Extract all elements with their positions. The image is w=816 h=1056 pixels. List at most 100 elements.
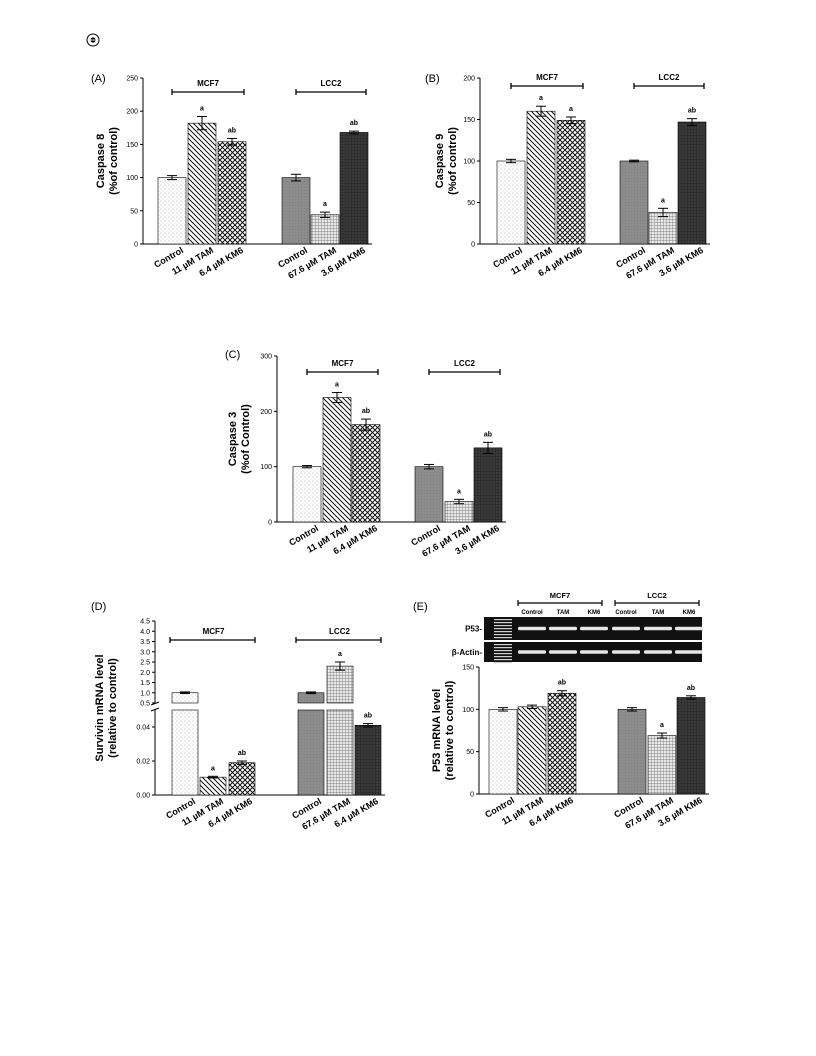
gel-band (549, 650, 577, 654)
panel-label-d: (D) (91, 601, 107, 613)
gel-group-label: MCF7 (550, 591, 570, 600)
y-axis-label-line: P53 mRNA level (431, 689, 443, 772)
significance-label: ab (687, 685, 695, 692)
gel-band (518, 626, 546, 631)
group-label: MCF7 (197, 79, 219, 88)
gel-lane-label: KM6 (588, 610, 601, 616)
significance-label: ab (558, 680, 566, 687)
bar (228, 762, 256, 796)
y-axis-label: Caspase 8(%of control) (95, 127, 120, 195)
significance-label: ab (364, 713, 372, 720)
gel-ladder-band (494, 656, 512, 658)
gel-band (612, 650, 640, 654)
bar (473, 447, 503, 523)
gel-ladder-band (494, 634, 512, 636)
gel-ladder-band (494, 625, 512, 627)
gel-image: MCF7 LCC2 Control TAM KM6 Control TAM KM6 P53- β-… (452, 591, 703, 664)
bar (310, 214, 340, 245)
gel-lane-label: TAM (557, 610, 570, 616)
gel-ladder-band (494, 628, 512, 630)
chart-d: 0.5 1.0 1.5 2.0 2.5 3.0 3.5 4.0 4.5 0.00 0.02 0.04 S… (94, 619, 385, 832)
bar-lower (171, 709, 199, 796)
gel-band (549, 626, 577, 631)
bar (617, 709, 647, 795)
bar-upper (326, 665, 354, 704)
group-label: MCF7 (536, 73, 558, 82)
y-axis-label: Caspase 3(%of Control) (227, 404, 252, 474)
significance-label: a (661, 197, 665, 204)
bar (351, 424, 381, 523)
group-label: MCF7 (203, 627, 225, 636)
gel-band (675, 626, 703, 631)
y-tick-label: 4.5 (140, 619, 150, 626)
axis-break-mark (150, 701, 160, 706)
bar (619, 160, 649, 245)
bar-lower (326, 709, 354, 796)
group-label: LCC2 (659, 73, 680, 82)
bar (488, 709, 518, 795)
y-tick-label: 50 (466, 749, 474, 756)
y-axis-label-line: (%of control) (447, 127, 459, 195)
panel-label-e: (E) (413, 601, 428, 613)
y-tick-label: 0 (470, 792, 474, 799)
y-tick-label: 4.0 (140, 629, 150, 636)
gel-band (580, 626, 608, 631)
panel-label-c: (C) (225, 349, 241, 361)
y-tick-label: 200 (126, 109, 138, 116)
y-axis-label: P53 mRNA level(relative to control) (431, 680, 456, 780)
panel-label-a: (A) (91, 73, 106, 85)
bar (187, 122, 217, 245)
significance-label: a (539, 95, 543, 102)
group-label: LCC2 (329, 627, 350, 636)
y-tick-label: 0.00 (136, 793, 150, 800)
y-axis-label-line: Caspase 9 (434, 134, 446, 188)
gel-row-label: P53- (465, 625, 482, 634)
bar (496, 160, 526, 245)
significance-label: a (211, 765, 215, 772)
gel-ladder-band (494, 631, 512, 633)
bar (547, 692, 577, 795)
y-tick-label: 50 (130, 208, 138, 215)
gel-lane-label: TAM (652, 610, 665, 616)
gel-ladder-band (494, 637, 512, 639)
bar (677, 121, 707, 245)
y-tick-label: 0 (471, 242, 475, 249)
y-axis-label-line: Caspase 3 (227, 412, 239, 466)
significance-label: ab (362, 408, 370, 415)
y-axis-label-line: Caspase 8 (95, 134, 107, 188)
y-tick-label: 250 (126, 76, 138, 83)
y-tick-label: 150 (462, 665, 474, 672)
significance-label: a (569, 106, 573, 113)
y-tick-label: 150 (126, 142, 138, 149)
bar (322, 397, 352, 523)
bar (517, 706, 547, 795)
significance-label: ab (688, 108, 696, 115)
significance-label: a (323, 201, 327, 208)
bar (556, 120, 586, 245)
significance-label: a (338, 651, 342, 658)
gel-ladder-band (494, 653, 512, 655)
y-tick-label: 300 (260, 354, 272, 361)
y-tick-label: 150 (463, 117, 475, 124)
bar (199, 776, 227, 796)
y-tick-label: 1.5 (140, 680, 150, 687)
gel-ladder-band (494, 644, 512, 646)
y-tick-label: 50 (467, 200, 475, 207)
significance-label: ab (484, 431, 492, 438)
bar (444, 501, 474, 523)
bar (292, 466, 322, 523)
circled-plus-icon (86, 33, 100, 52)
group-label: LCC2 (321, 79, 342, 88)
bar-upper (171, 692, 199, 704)
significance-label: ab (228, 127, 236, 134)
gel-lane-label: Control (615, 610, 637, 616)
significance-label: a (660, 722, 664, 729)
y-tick-label: 200 (260, 409, 272, 416)
bar (217, 141, 247, 245)
significance-label: a (200, 106, 204, 113)
axis-break-mark (150, 707, 160, 712)
